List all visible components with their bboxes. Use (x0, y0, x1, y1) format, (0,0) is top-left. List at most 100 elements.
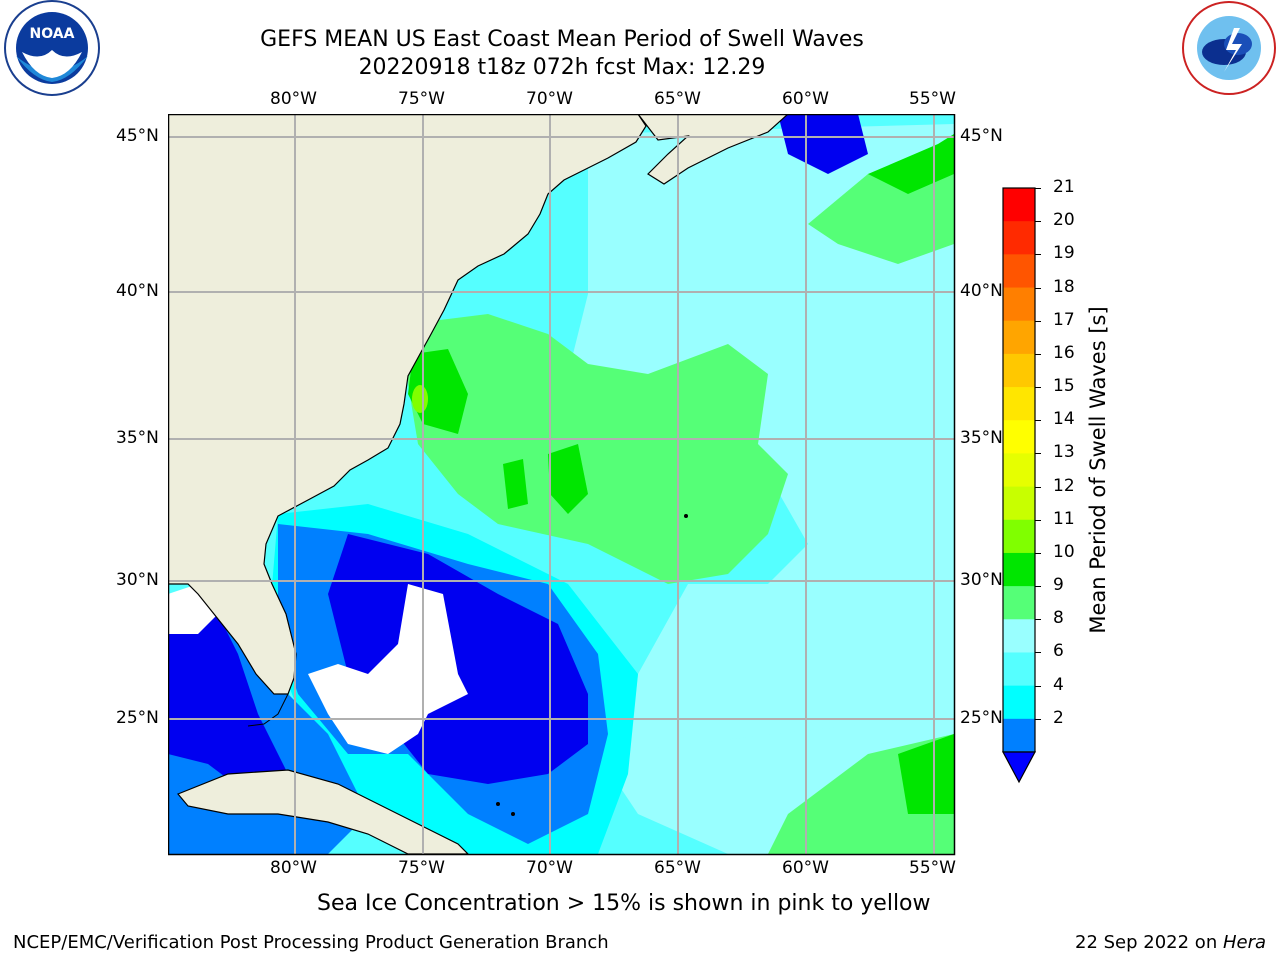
footer-host: Hera (1222, 932, 1266, 953)
swell-region-11-12 (503, 459, 528, 509)
colorbar-swatch (1003, 254, 1035, 289)
lon-label-bottom: 75°W (398, 858, 445, 878)
colorbar-swatch (1003, 353, 1035, 388)
colorbar-tick-label: 11 (1053, 508, 1075, 529)
swell-period-map (168, 114, 956, 856)
colorbar-tick-mark (1035, 254, 1041, 256)
footer-date-text: 22 Sep 2022 on (1075, 932, 1223, 953)
lat-label-left: 45°N (116, 126, 159, 146)
lon-label-bottom: 55°W (909, 858, 956, 878)
colorbar-swatch (1003, 387, 1035, 421)
lat-label-left: 25°N (116, 708, 159, 728)
colorbar-tick-mark (1035, 486, 1041, 488)
land-us-east-coast (168, 114, 647, 695)
colorbar (1002, 187, 1036, 784)
footer-credit: NCEP/EMC/Verification Post Processing Pr… (13, 932, 609, 953)
colorbar-tick-mark (1035, 718, 1041, 720)
lon-label-top: 65°W (654, 89, 701, 109)
colorbar-tick-mark (1035, 685, 1041, 687)
colorbar-swatch (1003, 486, 1035, 521)
colorbar-tick-mark (1035, 619, 1041, 621)
colorbar-tick-label: 6 (1053, 641, 1064, 662)
lon-label-top: 60°W (782, 89, 829, 109)
chart-subtitle: 20220918 t18z 072h fcst Max: 12.29 (358, 55, 766, 80)
colorbar-swatch (1003, 420, 1035, 454)
colorbar-swatch (1003, 586, 1035, 620)
lat-label-right: 45°N (960, 126, 1003, 146)
noaa-logo-text: NOAA (30, 26, 75, 42)
colorbar-swatch (1003, 685, 1035, 720)
swell-region-2-4 (778, 114, 868, 174)
colorbar-label: Mean Period of Swell Waves [s] (1086, 306, 1110, 634)
swell-region-11-12 (548, 444, 588, 514)
chart-title: GEFS MEAN US East Coast Mean Period of S… (260, 27, 864, 52)
no-data-area (308, 584, 468, 754)
colorbar-extend-arrow (1002, 751, 1036, 784)
lon-label-bottom: 80°W (270, 858, 317, 878)
lon-label-top: 80°W (270, 89, 317, 109)
colorbar-swatch (1003, 552, 1035, 587)
colorbar-tick-mark (1035, 586, 1041, 588)
lon-label-bottom: 70°W (526, 858, 573, 878)
colorbar-swatch (1003, 619, 1035, 653)
land-cuba (177, 769, 469, 854)
colorbar-swatch (1003, 453, 1035, 488)
lat-label-right: 25°N (960, 708, 1003, 728)
island (496, 802, 500, 806)
noaa-logo: NOAA (4, 0, 100, 96)
lat-label-right: 40°N (960, 281, 1003, 301)
colorbar-tick-mark (1035, 320, 1041, 322)
lon-label-top: 75°W (398, 89, 445, 109)
lon-label-bottom: 65°W (654, 858, 701, 878)
colorbar-tick-label: 17 (1053, 309, 1075, 330)
colorbar-tick-mark (1035, 221, 1041, 223)
swell-region-10-11 (408, 314, 788, 584)
island (511, 812, 515, 816)
lon-label-top: 55°W (909, 89, 956, 109)
colorbar-swatch (1003, 221, 1035, 255)
colorbar-tick-label: 16 (1053, 342, 1075, 363)
footer-date: 22 Sep 2022 on Hera (1075, 932, 1266, 953)
colorbar-tick-mark (1035, 652, 1041, 654)
lon-label-bottom: 60°W (782, 858, 829, 878)
swell-region-2-4 (168, 594, 288, 794)
lat-label-right: 35°N (960, 428, 1003, 448)
colorbar-tick-mark (1035, 387, 1041, 389)
colorbar-tick-label: 2 (1053, 707, 1064, 728)
map-gridlines (168, 114, 954, 854)
colorbar-tick-mark (1035, 453, 1041, 455)
colorbar-swatch (1003, 718, 1035, 753)
colorbar-tick-mark (1035, 353, 1041, 355)
colorbar-swatch (1003, 519, 1035, 554)
colorbar-tick-label: 14 (1053, 409, 1075, 430)
colorbar-tick-mark (1035, 287, 1041, 289)
colorbar-tick-label: 19 (1053, 243, 1075, 264)
map-frame (168, 114, 956, 856)
lat-label-left: 40°N (116, 281, 159, 301)
lat-label-left: 30°N (116, 570, 159, 590)
colorbar-tick-mark (1035, 519, 1041, 521)
colorbar-swatch (1003, 287, 1035, 322)
colorbar-swatch (1003, 652, 1035, 687)
colorbar-tick-label: 12 (1053, 475, 1075, 496)
colorbar-tick-label: 20 (1053, 210, 1075, 231)
colorbar-tick-label: 13 (1053, 442, 1075, 463)
colorbar-tick-label: 10 (1053, 541, 1075, 562)
colorbar-tick-label: 15 (1053, 376, 1075, 397)
sea-ice-note: Sea Ice Concentration > 15% is shown in … (317, 891, 931, 916)
swell-region-11-12 (898, 734, 954, 814)
nws-logo (1182, 1, 1276, 95)
colorbar-tick-label: 9 (1053, 575, 1064, 596)
colorbar-swatch (1003, 320, 1035, 355)
colorbar-tick-mark (1035, 420, 1041, 422)
island (684, 514, 688, 518)
colorbar-tick-mark (1035, 188, 1041, 189)
colorbar-tick-label: 8 (1053, 608, 1064, 629)
colorbar-tick-label: 21 (1053, 177, 1075, 197)
colorbar-tick-label: 4 (1053, 674, 1064, 695)
swell-region-12-13 (412, 385, 428, 413)
colorbar-tick-label: 18 (1053, 276, 1075, 297)
lat-label-right: 30°N (960, 570, 1003, 590)
swell-region-11-12 (868, 134, 954, 194)
lat-label-left: 35°N (116, 428, 159, 448)
